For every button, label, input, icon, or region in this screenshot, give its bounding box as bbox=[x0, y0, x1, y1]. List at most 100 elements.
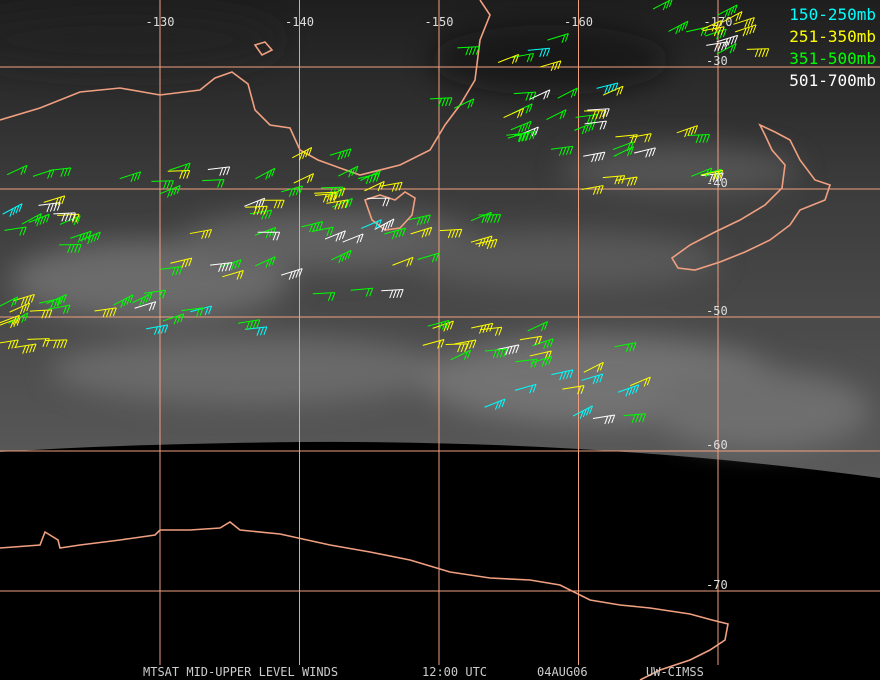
barb-feather bbox=[460, 343, 465, 353]
wind-barb bbox=[350, 287, 374, 297]
barb-feather bbox=[729, 45, 734, 54]
barb-feather bbox=[678, 24, 683, 33]
wind-barb bbox=[550, 145, 574, 156]
wind-barb bbox=[432, 320, 454, 332]
barb-feather bbox=[61, 213, 66, 222]
barb-feather bbox=[569, 146, 574, 155]
barb-feather bbox=[292, 270, 296, 279]
barb-feather bbox=[120, 299, 125, 308]
barb-feather bbox=[540, 322, 545, 332]
wind-barb bbox=[6, 164, 28, 176]
wind-barb bbox=[676, 125, 699, 138]
footer-text: 12:00 UTC bbox=[422, 665, 487, 679]
barb-feather bbox=[18, 203, 23, 212]
barb-feather bbox=[626, 142, 631, 152]
barb-feather bbox=[263, 206, 268, 215]
barb-feather bbox=[465, 341, 470, 350]
barb-feather bbox=[341, 200, 346, 209]
barb-feather bbox=[139, 297, 144, 306]
wind-barb bbox=[497, 53, 520, 64]
barb-feather bbox=[46, 203, 51, 213]
barb-feather bbox=[625, 388, 630, 397]
barb-feather bbox=[602, 108, 607, 118]
barb-feather bbox=[409, 257, 414, 266]
barb-feather bbox=[276, 232, 281, 241]
barb-feather bbox=[77, 244, 82, 253]
barb-feather bbox=[684, 20, 689, 30]
wind-barb bbox=[668, 20, 689, 35]
barb-feather bbox=[45, 214, 50, 223]
barb-feather bbox=[130, 173, 135, 183]
wind-barb bbox=[249, 209, 273, 220]
barb-feather bbox=[482, 324, 487, 334]
barb-feather bbox=[395, 229, 400, 239]
barb-feather bbox=[32, 343, 37, 353]
barb-feather bbox=[173, 186, 178, 196]
wind-barb bbox=[119, 171, 142, 183]
barb-feather bbox=[597, 152, 602, 161]
barb-feather bbox=[339, 186, 344, 196]
barb-feather bbox=[499, 349, 504, 358]
barb-feather bbox=[668, 0, 673, 8]
barb-feather bbox=[435, 252, 440, 262]
barb-feather bbox=[359, 233, 364, 243]
barb-feather bbox=[377, 182, 382, 192]
wind-barb bbox=[429, 97, 453, 107]
barb-feather bbox=[449, 320, 454, 330]
barb-feather bbox=[299, 185, 303, 195]
barb-feather bbox=[588, 123, 593, 132]
wind-barb bbox=[702, 26, 725, 37]
wind-barb bbox=[254, 227, 277, 239]
barb-feather bbox=[384, 222, 389, 231]
wind-barb bbox=[562, 385, 585, 395]
barb-feather bbox=[345, 199, 350, 209]
wind-barb bbox=[170, 257, 193, 268]
barb-feather bbox=[259, 327, 264, 336]
barb-feather bbox=[329, 192, 334, 201]
barb-feather bbox=[44, 309, 49, 319]
barb-feather bbox=[335, 233, 340, 242]
barb-feather bbox=[13, 318, 18, 327]
wind-barb bbox=[79, 231, 101, 245]
wind-barb bbox=[453, 98, 475, 109]
longitude-label: -150 bbox=[425, 15, 454, 29]
barb-feather bbox=[142, 295, 147, 305]
barb-feather bbox=[56, 339, 61, 349]
wind-barb bbox=[602, 175, 626, 185]
barb-feather bbox=[617, 175, 622, 185]
barb-feather bbox=[525, 92, 530, 101]
barb-feather bbox=[60, 168, 65, 177]
barb-feather bbox=[218, 263, 223, 273]
barb-feather bbox=[539, 48, 544, 58]
barb-feather bbox=[529, 131, 533, 140]
barb-feather bbox=[305, 148, 310, 158]
barb-feather bbox=[288, 271, 293, 280]
barb-feather bbox=[496, 349, 501, 358]
barb-feather bbox=[604, 85, 609, 94]
barb-feather bbox=[39, 216, 44, 226]
barb-feather bbox=[329, 187, 334, 196]
barb-feather bbox=[265, 229, 270, 239]
barb-feather bbox=[148, 302, 153, 311]
barb-feather bbox=[63, 168, 68, 177]
barb-feather bbox=[727, 7, 732, 17]
barb-feather bbox=[344, 251, 349, 261]
barb-feather bbox=[438, 98, 442, 107]
barb-feather bbox=[704, 26, 709, 36]
wind-barb bbox=[143, 289, 167, 299]
wind-barb bbox=[457, 46, 480, 56]
barb-feather bbox=[365, 288, 370, 297]
wind-barb bbox=[0, 296, 19, 307]
barb-feather bbox=[527, 121, 532, 130]
barb-feather bbox=[631, 385, 636, 395]
barb-feather bbox=[503, 348, 508, 358]
barb-feather bbox=[423, 215, 428, 224]
barb-feather bbox=[722, 28, 727, 38]
wind-barb bbox=[189, 229, 212, 240]
barb-feather bbox=[761, 48, 766, 57]
barb-feather bbox=[406, 258, 411, 267]
wind-barb bbox=[503, 107, 525, 119]
barb-feather bbox=[67, 244, 72, 253]
wind-barb bbox=[551, 369, 574, 381]
barb-feather bbox=[530, 359, 535, 368]
